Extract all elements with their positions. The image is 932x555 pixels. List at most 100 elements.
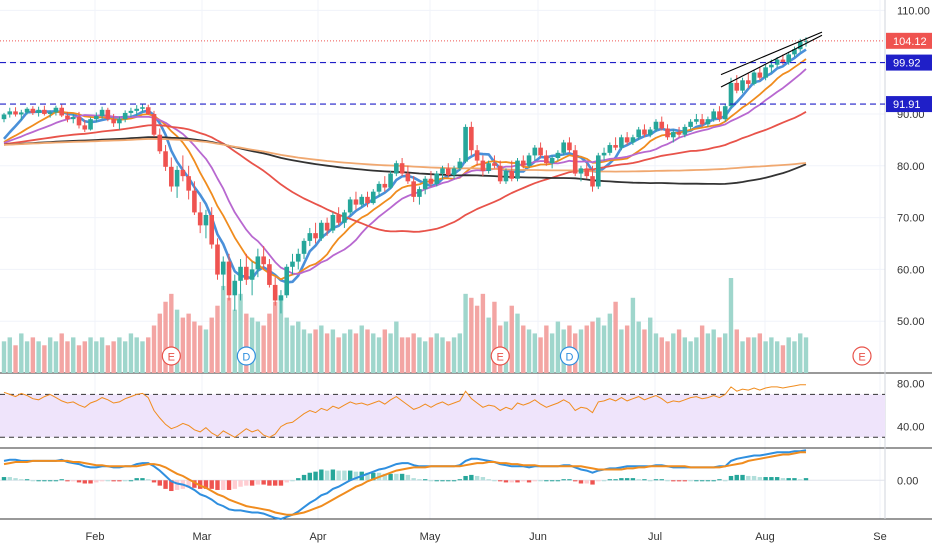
- candle[interactable]: [711, 108, 716, 122]
- candle[interactable]: [267, 259, 272, 288]
- candle[interactable]: [47, 110, 53, 118]
- candle[interactable]: [238, 259, 243, 301]
- candle[interactable]: [659, 116, 665, 131]
- candle[interactable]: [503, 168, 509, 184]
- candle[interactable]: [440, 165, 445, 179]
- candle[interactable]: [82, 120, 88, 133]
- candle[interactable]: [734, 75, 740, 94]
- candle[interactable]: [370, 189, 376, 205]
- candle[interactable]: [388, 170, 393, 190]
- candle[interactable]: [192, 181, 197, 215]
- candle[interactable]: [215, 238, 220, 280]
- candle[interactable]: [284, 264, 290, 298]
- event-marker-earnings[interactable]: E: [490, 346, 510, 366]
- candle[interactable]: [220, 256, 226, 291]
- event-marker-earnings[interactable]: E: [161, 346, 181, 366]
- candle[interactable]: [757, 67, 763, 81]
- candle[interactable]: [313, 222, 318, 244]
- candle[interactable]: [665, 124, 670, 140]
- candle[interactable]: [261, 246, 266, 270]
- candle[interactable]: [555, 150, 561, 161]
- candle[interactable]: [480, 155, 486, 177]
- candle[interactable]: [70, 113, 76, 124]
- candle[interactable]: [688, 119, 693, 130]
- candle[interactable]: [722, 103, 728, 122]
- candle[interactable]: [474, 145, 480, 166]
- candle[interactable]: [561, 139, 566, 156]
- candle[interactable]: [763, 64, 768, 81]
- candle[interactable]: [549, 155, 555, 169]
- candle[interactable]: [1, 112, 7, 123]
- candle[interactable]: [94, 112, 99, 123]
- candle[interactable]: [526, 152, 532, 169]
- candle[interactable]: [376, 181, 382, 197]
- candle[interactable]: [786, 51, 791, 65]
- candle[interactable]: [197, 202, 203, 234]
- candle[interactable]: [613, 137, 618, 151]
- candle[interactable]: [417, 186, 422, 205]
- candle[interactable]: [319, 220, 324, 241]
- candle[interactable]: [584, 163, 590, 179]
- candle[interactable]: [353, 191, 359, 210]
- candle[interactable]: [642, 124, 647, 138]
- candle[interactable]: [428, 170, 434, 187]
- candle[interactable]: [180, 155, 186, 182]
- candle[interactable]: [88, 117, 93, 131]
- candle[interactable]: [515, 158, 520, 182]
- candle[interactable]: [653, 119, 659, 133]
- candle[interactable]: [792, 46, 797, 57]
- candle[interactable]: [134, 105, 140, 116]
- candle[interactable]: [497, 160, 503, 184]
- candle[interactable]: [307, 227, 313, 247]
- candle[interactable]: [717, 106, 722, 122]
- candle[interactable]: [422, 176, 428, 195]
- candle[interactable]: [682, 124, 688, 138]
- candle[interactable]: [19, 109, 24, 121]
- candle[interactable]: [157, 128, 163, 154]
- candle[interactable]: [99, 106, 105, 119]
- candle[interactable]: [249, 261, 255, 296]
- candle[interactable]: [469, 121, 474, 156]
- candle[interactable]: [492, 155, 497, 169]
- event-marker-dividend[interactable]: D: [236, 346, 256, 366]
- candle[interactable]: [13, 107, 18, 117]
- candle[interactable]: [244, 253, 249, 285]
- candle[interactable]: [619, 134, 624, 151]
- candle[interactable]: [53, 105, 59, 116]
- candle[interactable]: [128, 107, 134, 118]
- candle[interactable]: [740, 77, 745, 94]
- candle[interactable]: [209, 207, 215, 249]
- candle[interactable]: [36, 106, 41, 117]
- candle[interactable]: [670, 129, 676, 143]
- candle[interactable]: [169, 157, 174, 192]
- candle[interactable]: [186, 165, 191, 200]
- candle[interactable]: [290, 253, 295, 275]
- candle[interactable]: [509, 160, 515, 182]
- candle[interactable]: [301, 238, 307, 260]
- candle[interactable]: [636, 126, 641, 140]
- candle[interactable]: [746, 72, 751, 89]
- candle[interactable]: [105, 107, 111, 122]
- candle[interactable]: [342, 209, 347, 228]
- candle[interactable]: [151, 110, 157, 137]
- candle[interactable]: [463, 124, 468, 164]
- candles[interactable]: [1, 37, 809, 314]
- candle[interactable]: [365, 191, 370, 208]
- candle[interactable]: [24, 107, 30, 115]
- candle[interactable]: [272, 277, 278, 306]
- candle[interactable]: [630, 134, 636, 146]
- candle[interactable]: [705, 116, 711, 127]
- candle[interactable]: [520, 155, 526, 169]
- candle[interactable]: [601, 147, 607, 161]
- candle[interactable]: [411, 176, 416, 203]
- candle[interactable]: [42, 105, 47, 116]
- candle[interactable]: [399, 158, 405, 177]
- candle[interactable]: [647, 126, 653, 138]
- candle[interactable]: [434, 170, 440, 187]
- candle[interactable]: [117, 116, 122, 130]
- candle[interactable]: [486, 160, 491, 174]
- candle[interactable]: [607, 142, 613, 156]
- candle[interactable]: [405, 165, 411, 184]
